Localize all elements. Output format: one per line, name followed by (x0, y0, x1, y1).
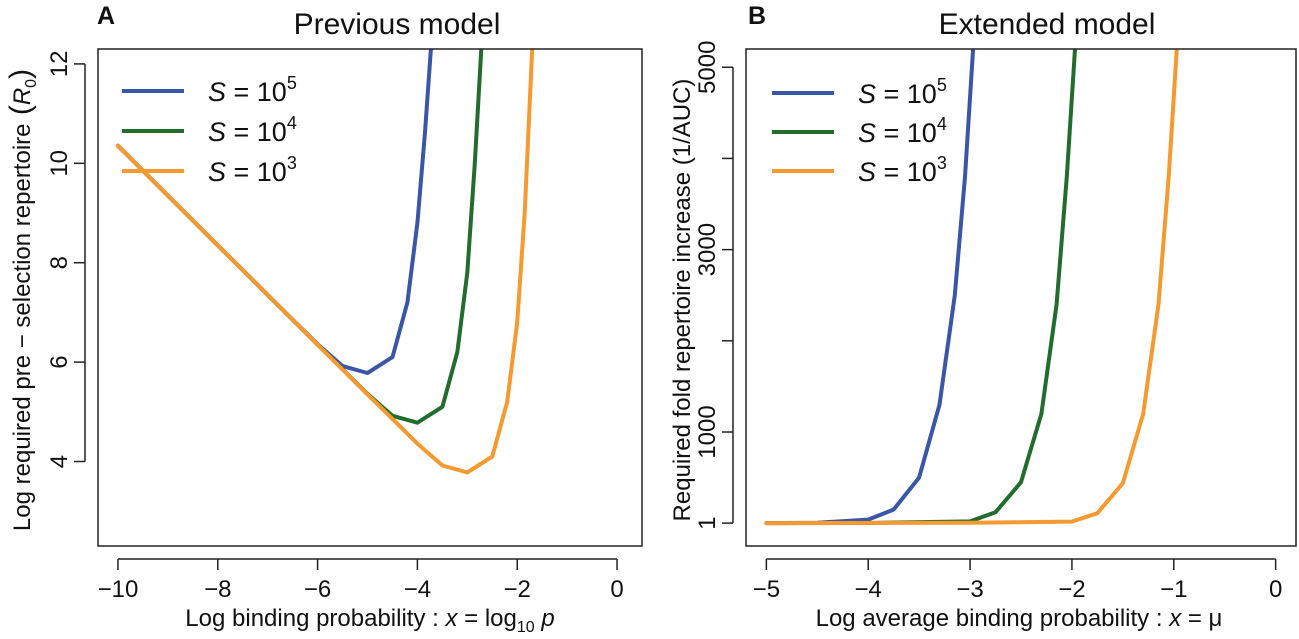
x-label-prefix: Log average binding probability : (816, 605, 1170, 632)
panel-b: B Extended model −5 −4 −3 −2 −1 0 1 1000 3000 5000 L… (669, 2, 1297, 632)
x-tick-label: −4 (404, 576, 431, 603)
legend-eq: = 10 (876, 79, 937, 109)
y-axis: 1 1000 3000 5000 (694, 41, 734, 530)
x-tick-label: −5 (753, 576, 780, 603)
x-label-sub: 10 (517, 619, 535, 636)
legend-eq: = 10 (226, 77, 287, 107)
y-label-main: Required fold repertoire increase (1/AUC… (669, 79, 696, 522)
x-tick-label: −2 (1058, 576, 1085, 603)
y-tick-label: 6 (46, 355, 73, 368)
x-label-var: x (444, 605, 458, 632)
x-tick-label: −3 (956, 576, 983, 603)
legend-eq: = 10 (876, 118, 937, 148)
y-label-sub: 0 (23, 79, 40, 88)
legend-eq: = 10 (876, 157, 937, 187)
y-axis-label: Required fold repertoire increase (1/AUC… (669, 79, 696, 522)
chart-title: Extended model (939, 8, 1156, 41)
x-axis: −10 −8 −6 −4 −2 0 (98, 558, 624, 603)
chart-title: Previous model (294, 8, 501, 41)
x-axis: −5 −4 −3 −2 −1 0 (753, 558, 1282, 603)
y-tick-label: 12 (46, 51, 73, 78)
y-label-open: ( (4, 105, 37, 123)
series-line-3 (764, 49, 1179, 526)
legend-sym: S (208, 77, 226, 107)
legend-exp: 4 (287, 113, 297, 133)
legend-label-2: S = 104 (858, 114, 947, 148)
x-tick-label: −1 (1160, 576, 1187, 603)
legend-label-1: S = 105 (858, 75, 947, 109)
x-label-arg: p (540, 605, 554, 632)
y-axis: 4 6 8 10 12 (46, 51, 86, 468)
y-label-close: ) (4, 69, 37, 79)
x-tick-label: −8 (204, 576, 231, 603)
x-label-prefix: Log binding probability : (185, 605, 445, 632)
y-tick-label: 10 (46, 150, 73, 177)
legend-exp: 3 (287, 153, 297, 173)
legend-label-3: S = 103 (858, 153, 947, 187)
x-label-var: x (1168, 605, 1182, 632)
x-tick-label: 0 (610, 576, 623, 603)
y-tick-label: 8 (46, 256, 73, 269)
legend-eq: = 10 (226, 157, 287, 187)
x-label-space (535, 605, 542, 632)
legend-exp: 5 (937, 75, 947, 95)
plot-frame (745, 48, 1297, 547)
legend-sym: S (208, 157, 226, 187)
y-label-main: Log required pre − selection repertoire (9, 124, 36, 532)
x-tick-label: 0 (1269, 576, 1282, 603)
legend-sym: S (858, 157, 876, 187)
series-line-3 (116, 49, 535, 475)
legend-exp: 5 (287, 73, 297, 93)
y-tick-label: 1 (694, 516, 721, 529)
panel-letter: A (97, 2, 115, 30)
x-axis-label: Log average binding probability : x = μ (816, 605, 1223, 632)
panel-a: A Previous model −10 −8 −6 −4 −2 0 4 6 8 10 12 Log bi… (4, 2, 643, 636)
legend-label-1: S = 105 (208, 73, 297, 107)
legend-eq: = 10 (226, 117, 287, 147)
y-tick-label: 1000 (694, 405, 721, 458)
legend-label-2: S = 104 (208, 113, 297, 147)
plot-frame (97, 48, 643, 547)
legend-label-3: S = 103 (208, 153, 297, 187)
x-tick-label: −4 (855, 576, 882, 603)
x-tick-label: −6 (304, 576, 331, 603)
legend-exp: 3 (937, 153, 947, 173)
legend-sym: S (858, 118, 876, 148)
y-tick-label: 5000 (694, 41, 721, 94)
legend-sym: S (858, 79, 876, 109)
legend-sym: S (208, 117, 226, 147)
x-axis-label: Log binding probability : x = log10 p (185, 605, 554, 636)
y-tick-label: 3000 (694, 223, 721, 276)
x-label-eq: = μ (1181, 605, 1222, 632)
x-tick-label: −10 (98, 576, 139, 603)
y-axis-label: Log required pre − selection repertoire … (4, 69, 40, 531)
y-label-sym: R (9, 88, 36, 105)
series-group (764, 49, 1179, 526)
series-group (116, 49, 535, 475)
x-label-eq: = (457, 605, 484, 632)
panel-letter: B (748, 2, 766, 30)
x-label-fn: log (485, 605, 517, 632)
legend-exp: 4 (937, 114, 947, 134)
y-tick-label: 4 (46, 455, 73, 468)
x-tick-label: −2 (504, 576, 531, 603)
